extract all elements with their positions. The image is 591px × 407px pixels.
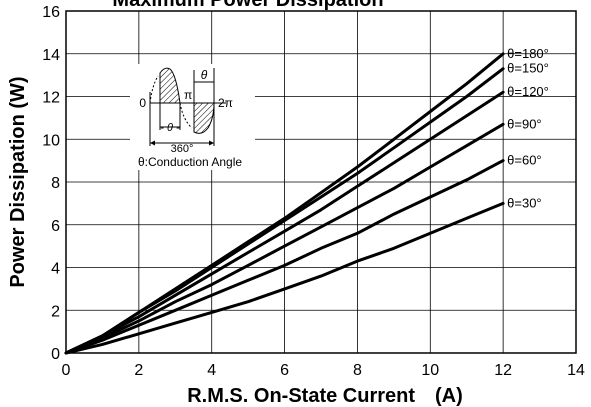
y-tick-label: 2 <box>51 303 60 320</box>
series-line-1 <box>64 67 505 355</box>
x-tick-label: 10 <box>421 362 439 379</box>
inset-background <box>130 64 255 170</box>
x-tick-label: 14 <box>567 362 585 379</box>
inset-360-arrowhead-left <box>150 140 155 146</box>
series-lines <box>64 52 505 355</box>
series-line-3 <box>64 122 505 355</box>
series-label-0: θ=180° <box>507 46 549 61</box>
inset-360-label: 360° <box>171 143 194 155</box>
y-tick-label: 0 <box>51 346 60 363</box>
y-tick-label: 6 <box>51 218 60 235</box>
series-line-2 <box>64 90 505 355</box>
y-axis-title: Power Dissipation (W) <box>7 76 29 287</box>
x-tick-label: 4 <box>207 362 216 379</box>
plot-frame <box>65 10 577 354</box>
series-line-4 <box>64 159 505 355</box>
series-line-5 <box>64 201 505 355</box>
x-tick-label: 6 <box>280 362 289 379</box>
series-label-1: θ=150° <box>507 61 549 76</box>
y-tick-label: 4 <box>51 261 60 278</box>
chart-title: Maximum Power Dissipation <box>112 0 383 11</box>
y-tick-label: 14 <box>42 47 60 64</box>
x-tick-label: 12 <box>494 362 512 379</box>
x-tick-label: 0 <box>62 362 71 379</box>
series-label-3: θ=90° <box>507 116 541 131</box>
grid <box>65 10 577 354</box>
x-tick-label: 8 <box>353 362 362 379</box>
inset-positive-half-hatched <box>159 67 181 104</box>
inset-theta-span-label: - θ - <box>160 122 180 134</box>
inset-2pi-label: 2π <box>218 96 233 110</box>
y-tick-label: 12 <box>42 90 60 107</box>
y-tick-label: 16 <box>42 4 60 21</box>
series-label-5: θ=30° <box>507 195 541 210</box>
inset-caption: θ:Conduction Angle <box>138 155 242 169</box>
x-tick-label: 2 <box>134 362 143 379</box>
series-labels: θ=180°θ=150° θ=120° θ=90° θ=60° θ=30° <box>507 46 549 211</box>
inset-360-arrowhead-right <box>209 140 214 146</box>
conduction-angle-inset: 0 π 2π θ - θ - 360° θ:Conduction Angle <box>130 64 255 170</box>
series-label-2: θ=120° <box>507 84 549 99</box>
inset-theta-top-label: θ <box>201 68 208 82</box>
inset-pi-label: π <box>184 88 192 102</box>
series-label-4: θ=60° <box>507 153 541 168</box>
x-axis-title: R.M.S. On-State Current (A) <box>187 385 463 407</box>
y-tick-label: 10 <box>42 132 60 149</box>
y-tick-labels: 0 2 4 6 8 10 12 14 16 <box>42 4 60 363</box>
inset-zero-label: 0 <box>139 96 146 110</box>
y-tick-label: 8 <box>51 175 60 192</box>
x-tick-labels: 0 2 4 6 8 10 12 14 <box>62 362 585 379</box>
